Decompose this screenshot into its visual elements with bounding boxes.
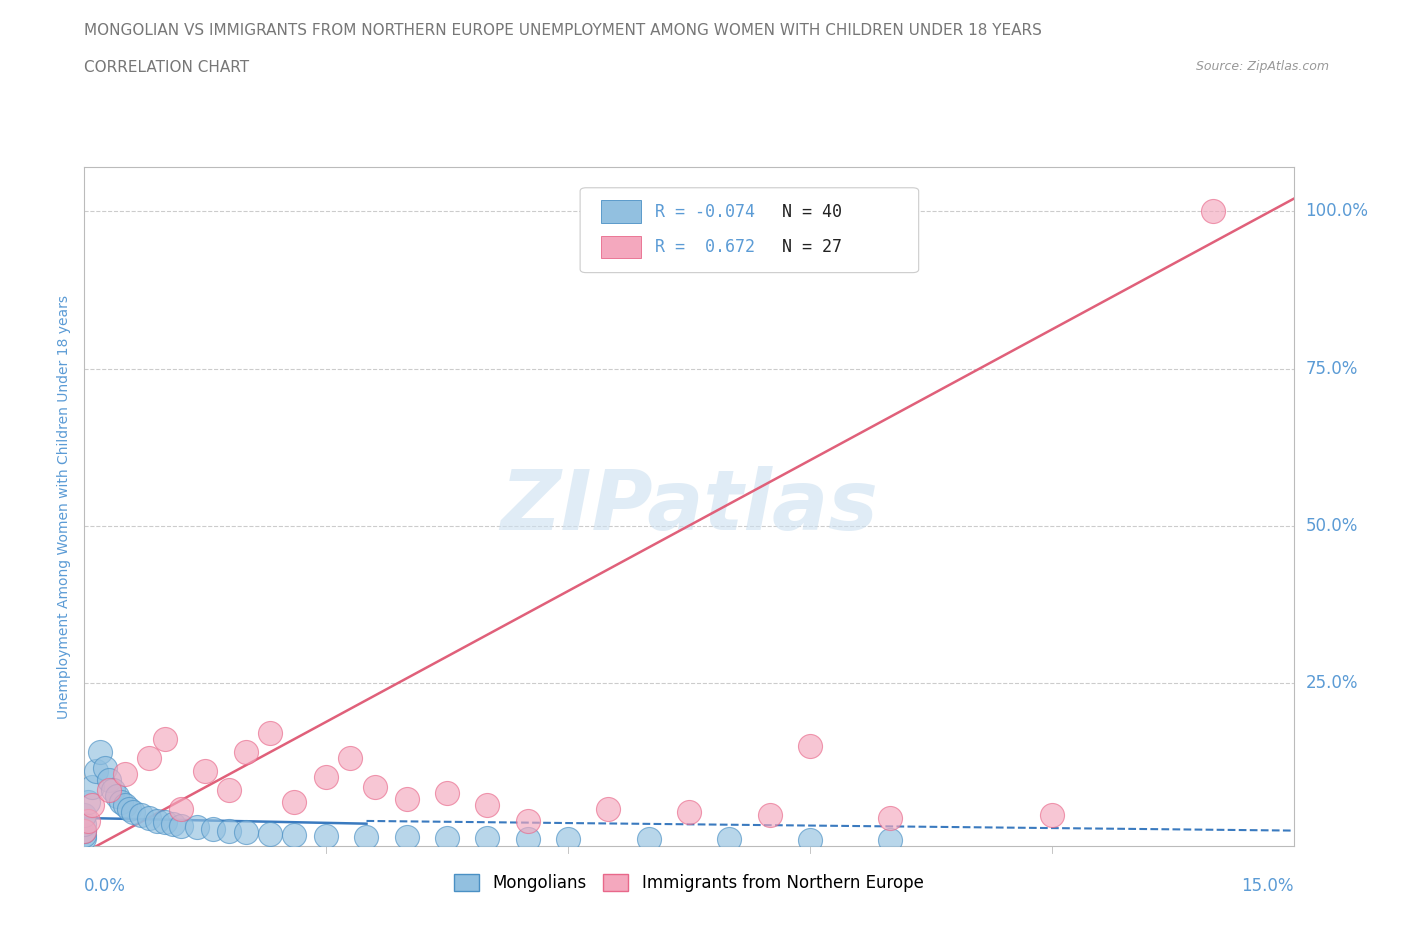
Point: [339, 751, 361, 765]
Point: [73, 823, 96, 838]
Point: [598, 801, 620, 816]
Point: [170, 818, 193, 833]
Text: 100.0%: 100.0%: [1306, 203, 1368, 220]
Text: MONGOLIAN VS IMMIGRANTS FROM NORTHERN EUROPE UNEMPLOYMENT AMONG WOMEN WITH CHILD: MONGOLIAN VS IMMIGRANTS FROM NORTHERN EU…: [84, 23, 1042, 38]
Point: [73, 817, 96, 831]
Point: [718, 832, 741, 847]
Point: [93, 761, 115, 776]
Text: R =  0.672: R = 0.672: [655, 238, 755, 256]
Point: [170, 801, 193, 816]
Point: [194, 764, 217, 778]
Point: [637, 832, 659, 847]
Point: [129, 807, 152, 822]
Point: [118, 801, 141, 816]
Point: [395, 830, 418, 845]
Point: [153, 815, 176, 830]
Point: [114, 766, 136, 781]
Point: [110, 795, 132, 810]
Legend: Mongolians, Immigrants from Northern Europe: Mongolians, Immigrants from Northern Eur…: [447, 868, 931, 899]
Point: [97, 773, 120, 788]
Point: [73, 828, 96, 843]
Point: [436, 830, 458, 845]
Text: R = -0.074: R = -0.074: [655, 203, 755, 220]
Point: [218, 782, 240, 797]
Text: 0.0%: 0.0%: [84, 877, 127, 895]
Point: [516, 814, 538, 829]
Point: [82, 798, 104, 813]
Point: [758, 807, 780, 822]
Point: [1040, 807, 1063, 822]
Point: [138, 751, 160, 765]
Point: [879, 832, 901, 847]
Text: 50.0%: 50.0%: [1306, 517, 1358, 535]
Text: N = 40: N = 40: [782, 203, 842, 220]
Point: [557, 831, 579, 846]
Point: [395, 791, 418, 806]
Point: [82, 779, 104, 794]
Point: [121, 804, 143, 819]
Point: [678, 804, 700, 819]
Point: [477, 830, 499, 845]
Point: [146, 814, 169, 829]
Point: [1202, 204, 1225, 219]
Point: [516, 831, 538, 846]
Point: [73, 807, 96, 822]
Text: N = 27: N = 27: [782, 238, 842, 256]
Point: [138, 811, 160, 826]
Point: [436, 786, 458, 801]
Point: [186, 820, 208, 835]
Text: Source: ZipAtlas.com: Source: ZipAtlas.com: [1195, 60, 1329, 73]
Point: [73, 823, 96, 838]
Point: [218, 823, 240, 838]
Point: [235, 745, 257, 760]
Point: [101, 782, 124, 797]
Point: [799, 832, 821, 847]
Point: [114, 798, 136, 813]
Point: [77, 814, 100, 829]
Point: [799, 738, 821, 753]
Y-axis label: Unemployment Among Women with Children Under 18 years: Unemployment Among Women with Children U…: [58, 295, 72, 719]
Point: [477, 798, 499, 813]
Point: [879, 811, 901, 826]
Point: [315, 770, 337, 785]
Point: [105, 789, 128, 804]
Point: [97, 782, 120, 797]
Point: [315, 829, 337, 844]
Text: ZIPatlas: ZIPatlas: [501, 466, 877, 548]
Text: 75.0%: 75.0%: [1306, 360, 1358, 378]
Point: [259, 826, 281, 841]
Bar: [600, 235, 641, 258]
Point: [153, 732, 176, 747]
Point: [356, 830, 378, 844]
Point: [363, 779, 385, 794]
Point: [77, 795, 100, 810]
Point: [86, 764, 108, 778]
Point: [259, 725, 281, 740]
Point: [283, 795, 305, 810]
Text: 15.0%: 15.0%: [1241, 877, 1294, 895]
Point: [283, 828, 305, 843]
Point: [73, 830, 96, 845]
Point: [89, 745, 111, 760]
Point: [202, 821, 225, 836]
Text: 25.0%: 25.0%: [1306, 674, 1358, 692]
FancyBboxPatch shape: [581, 188, 918, 272]
Point: [162, 817, 184, 831]
Text: CORRELATION CHART: CORRELATION CHART: [84, 60, 249, 75]
Point: [235, 824, 257, 839]
Bar: [600, 200, 641, 222]
